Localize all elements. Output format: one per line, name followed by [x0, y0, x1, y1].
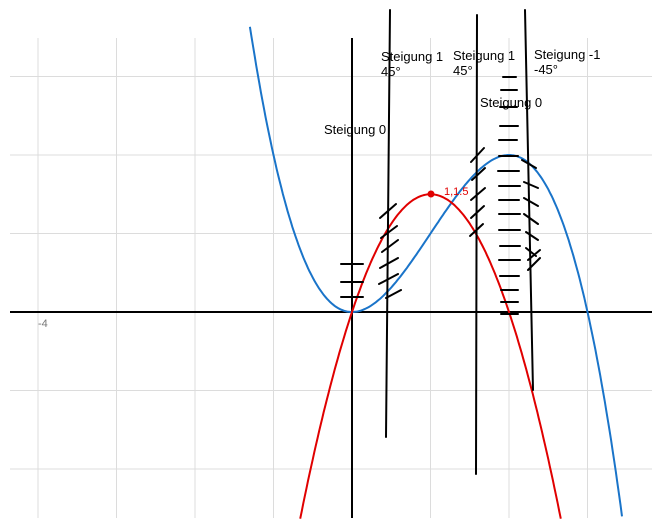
- annotation: Steigung 1: [381, 49, 443, 64]
- annotation: Steigung 0: [480, 95, 542, 110]
- x-tick-label: -4: [38, 318, 48, 330]
- annotation: Steigung 1: [453, 48, 515, 63]
- hand-drawings: [340, 9, 541, 475]
- point-label: 1,1.5: [444, 186, 468, 198]
- cubic-curve: [248, 26, 623, 517]
- annotation: Steigung -1: [534, 47, 601, 62]
- annotation: Steigung 0: [324, 122, 386, 137]
- grid: [10, 38, 652, 518]
- annotation: 45°: [381, 64, 401, 79]
- point: [427, 190, 435, 198]
- annotation: -45°: [534, 62, 558, 77]
- annotation: 45°: [453, 63, 473, 78]
